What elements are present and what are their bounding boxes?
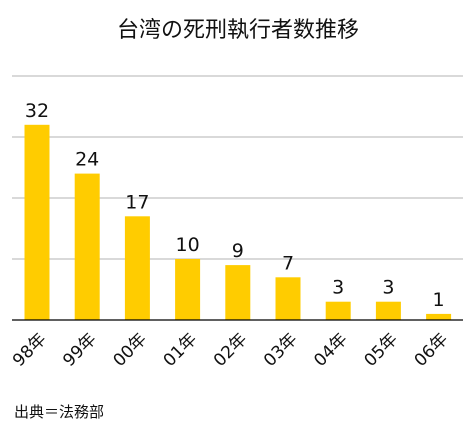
source-note: 出典＝法務部 bbox=[14, 403, 105, 421]
x-tick-label: 98年 bbox=[9, 329, 50, 370]
bar-98年 bbox=[24, 124, 50, 320]
bar-02年 bbox=[225, 265, 251, 320]
bars bbox=[24, 124, 452, 320]
x-tick-label: 00年 bbox=[109, 329, 150, 370]
data-label: 10 bbox=[176, 234, 200, 256]
bar-05年 bbox=[375, 301, 401, 320]
bar-00年 bbox=[124, 216, 150, 320]
x-tick-label: 06年 bbox=[411, 329, 452, 370]
chart-title: 台湾の死刑執行者数推移 bbox=[116, 18, 359, 43]
bar-01年 bbox=[175, 259, 201, 320]
data-label: 1 bbox=[433, 289, 445, 311]
data-label: 24 bbox=[75, 149, 99, 171]
x-tick-label: 99年 bbox=[59, 329, 100, 370]
data-label: 17 bbox=[125, 191, 149, 213]
data-label: 7 bbox=[282, 252, 294, 274]
x-tick-labels: 98年 99年 00年 01年 02年 03年 04年 05年 06年 bbox=[9, 329, 452, 370]
x-tick-label: 02年 bbox=[210, 329, 251, 370]
bar-99年 bbox=[74, 173, 100, 320]
data-label: 3 bbox=[382, 277, 394, 299]
data-label: 9 bbox=[232, 240, 244, 262]
x-tick-label: 04年 bbox=[310, 329, 351, 370]
data-labels: 32 24 17 10 9 7 3 3 1 bbox=[25, 100, 445, 311]
data-label: 32 bbox=[25, 100, 49, 122]
bar-06年 bbox=[426, 313, 452, 320]
x-tick-label: 01年 bbox=[160, 329, 201, 370]
bar-03年 bbox=[275, 277, 301, 320]
bar-04年 bbox=[325, 301, 351, 320]
x-tick-label: 03年 bbox=[260, 329, 301, 370]
data-label: 3 bbox=[332, 277, 344, 299]
x-tick-label: 05年 bbox=[360, 329, 401, 370]
